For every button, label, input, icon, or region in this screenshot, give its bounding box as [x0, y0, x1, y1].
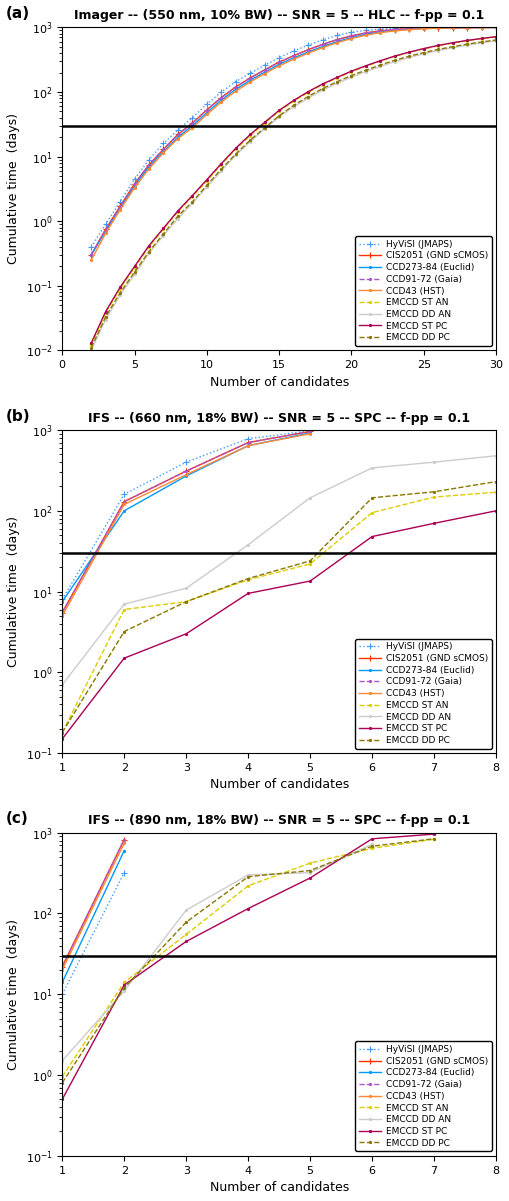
Legend: HyViSI (JMAPS), CIS2051 (GND sCMOS), CCD273-84 (Euclid), CCD91-72 (Gaia), CCD43 : HyViSI (JMAPS), CIS2051 (GND sCMOS), CCD… — [354, 1041, 491, 1152]
X-axis label: Number of candidates: Number of candidates — [209, 1181, 348, 1194]
Y-axis label: Cumulative time  (days): Cumulative time (days) — [7, 113, 20, 264]
Y-axis label: Cumulative time  (days): Cumulative time (days) — [7, 516, 20, 667]
Text: (c): (c) — [6, 811, 29, 826]
Title: IFS -- (890 nm, 18% BW) -- SNR = 5 -- SPC -- f-pp = 0.1: IFS -- (890 nm, 18% BW) -- SNR = 5 -- SP… — [88, 814, 469, 827]
Legend: HyViSI (JMAPS), CIS2051 (GND sCMOS), CCD273-84 (Euclid), CCD91-72 (Gaia), CCD43 : HyViSI (JMAPS), CIS2051 (GND sCMOS), CCD… — [354, 237, 491, 346]
X-axis label: Number of candidates: Number of candidates — [209, 778, 348, 791]
Text: (b): (b) — [6, 408, 31, 424]
Title: IFS -- (660 nm, 18% BW) -- SNR = 5 -- SPC -- f-pp = 0.1: IFS -- (660 nm, 18% BW) -- SNR = 5 -- SP… — [88, 412, 469, 425]
Y-axis label: Cumulative time  (days): Cumulative time (days) — [7, 919, 20, 1070]
Text: (a): (a) — [6, 6, 30, 20]
X-axis label: Number of candidates: Number of candidates — [209, 376, 348, 389]
Legend: HyViSI (JMAPS), CIS2051 (GND sCMOS), CCD273-84 (Euclid), CCD91-72 (Gaia), CCD43 : HyViSI (JMAPS), CIS2051 (GND sCMOS), CCD… — [354, 639, 491, 748]
Title: Imager -- (550 nm, 10% BW) -- SNR = 5 -- HLC -- f-pp = 0.1: Imager -- (550 nm, 10% BW) -- SNR = 5 --… — [74, 10, 484, 22]
